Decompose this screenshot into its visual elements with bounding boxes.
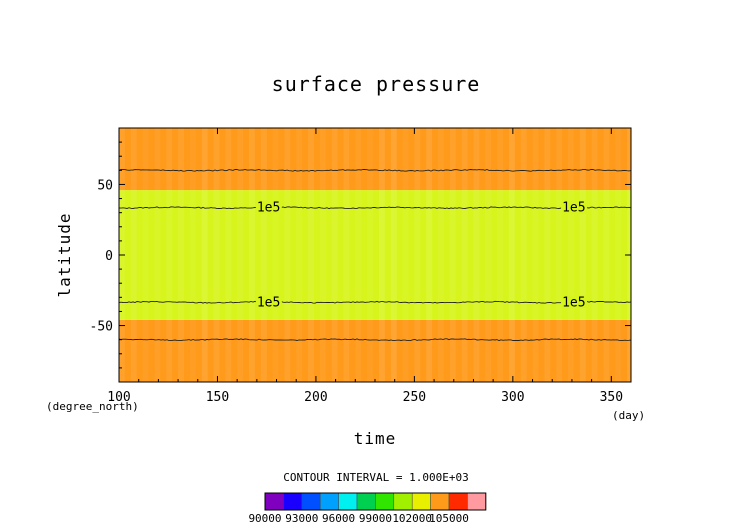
time-stripe: [449, 128, 456, 382]
time-stripe: [426, 128, 433, 382]
colorbar-swatch: [338, 492, 358, 511]
colorbar-label: 90000: [248, 512, 281, 525]
time-stripe: [567, 128, 574, 382]
contour-level-label: 1e5: [562, 295, 585, 310]
y-axis-label: latitude: [55, 212, 74, 297]
time-stripe: [189, 128, 196, 382]
time-stripe: [615, 128, 622, 382]
colorbar-swatch: [393, 492, 413, 511]
contour-lines: 1e5 1e5 1e5 1e5: [118, 168, 632, 342]
contour-line-1: [118, 300, 632, 304]
contour-level-label: 1e5: [257, 201, 280, 216]
time-stripe: [532, 128, 539, 382]
time-stripe: [260, 128, 267, 382]
y-tick-label: 50: [97, 178, 113, 193]
x-tick-label: 250: [403, 390, 426, 405]
colorbar-swatch: [448, 492, 468, 511]
y-unit-label: (degree_north): [46, 400, 139, 413]
time-stripe: [579, 128, 586, 382]
time-stripe: [296, 128, 303, 382]
time-stripe: [308, 128, 314, 382]
colorbar-swatch: [264, 492, 284, 511]
time-stripe: [225, 128, 232, 382]
colorbar-frame: [264, 492, 487, 511]
pressure-bands: [119, 128, 631, 382]
time-stripe: [485, 128, 492, 382]
colorbar-swatch: [319, 492, 339, 511]
colorbar-label: 105000: [429, 512, 469, 525]
contour-label-bg: [255, 200, 282, 214]
pressure-band-1: [119, 190, 631, 320]
contour-level-label: 1e5: [257, 295, 280, 310]
colorbar-label: 102000: [392, 512, 432, 525]
time-stripe: [473, 128, 480, 382]
time-stripe: [178, 128, 184, 382]
time-stripe: [556, 128, 563, 382]
y-tick-label: -50: [90, 320, 113, 335]
time-stripe: [166, 128, 173, 382]
time-stripe: [130, 128, 137, 382]
colorbar-swatch: [430, 492, 450, 511]
time-stripe: [414, 128, 421, 382]
colorbar-swatch: [283, 492, 303, 511]
time-stripe: [438, 128, 444, 382]
axis-ticks: 100 150 200 250 300 350 50 0 -50: [90, 128, 631, 405]
contour-label-bg: [561, 295, 588, 309]
time-stripe: [213, 128, 220, 382]
time-stripe: [142, 128, 149, 382]
x-unit-label: (day): [612, 409, 645, 422]
colorbar-swatch: [375, 492, 395, 511]
x-tick-label: 300: [501, 390, 524, 405]
pressure-band-0: [119, 319, 631, 382]
contour-line-2: [118, 168, 632, 172]
time-stripe: [402, 128, 409, 382]
time-stripe: [355, 128, 362, 382]
chart-title: surface pressure: [272, 72, 481, 96]
time-stripe: [343, 128, 350, 382]
time-stripe: [520, 128, 527, 382]
plot-area: 1e5 1e5 1e5 1e5 100 150 200 250 300 350 50 0 -50: [90, 127, 633, 405]
time-stripe: [497, 128, 503, 382]
x-tick-label: 200: [304, 390, 327, 405]
time-stripe: [284, 128, 291, 382]
contour-label-bg: [255, 295, 282, 309]
time-stripe: [461, 128, 468, 382]
colorbar-swatch: [467, 492, 487, 511]
colorbar-swatch: [411, 492, 431, 511]
time-stripe: [508, 128, 515, 382]
time-stripe: [272, 128, 279, 382]
time-stripes: [119, 128, 633, 382]
contour-line-0: [118, 206, 632, 210]
time-stripe: [201, 128, 208, 382]
pressure-band-2: [119, 128, 631, 191]
time-stripe: [237, 128, 244, 382]
time-stripe: [591, 128, 598, 382]
time-stripe: [544, 128, 551, 382]
colorbar-label: 96000: [322, 512, 355, 525]
colorbar-label: 93000: [285, 512, 318, 525]
y-tick-label: 0: [105, 249, 113, 264]
colorbar-swatch: [356, 492, 376, 511]
contour-line-3: [118, 338, 632, 342]
time-stripe: [378, 128, 385, 382]
contour-label-bg: [561, 200, 588, 214]
time-stripe: [390, 128, 397, 382]
time-stripe: [367, 128, 374, 382]
x-tick-label: 350: [600, 390, 623, 405]
colorbar-swatch: [301, 492, 321, 511]
contour-level-label: 1e5: [562, 201, 585, 216]
time-stripe: [603, 128, 610, 382]
time-stripe: [331, 128, 338, 382]
x-axis-label: time: [354, 429, 397, 448]
time-stripe: [154, 128, 161, 382]
x-tick-label: 100: [107, 390, 130, 405]
contour-interval-label: CONTOUR INTERVAL = 1.000E+03: [283, 471, 468, 484]
time-stripe: [319, 128, 326, 382]
x-tick-label: 150: [206, 390, 229, 405]
time-stripe: [248, 128, 255, 382]
colorbar-label: 99000: [359, 512, 392, 525]
